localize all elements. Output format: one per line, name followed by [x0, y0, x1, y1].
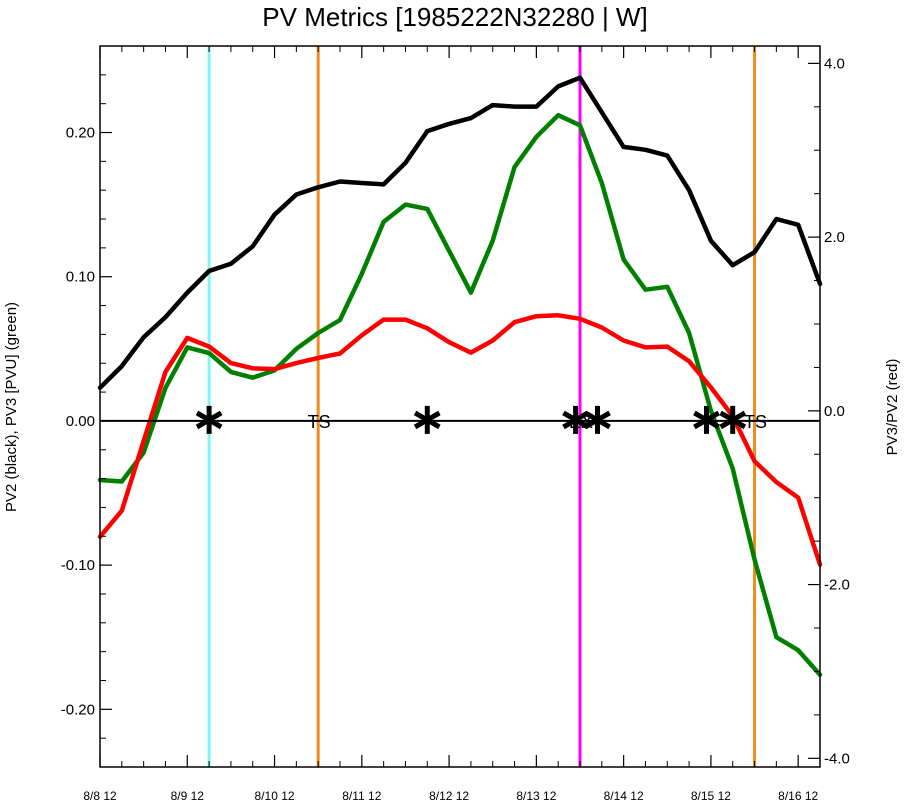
- right-tick-label-4: -4.0: [824, 750, 850, 767]
- x-tick-label-8: 8/16 12: [778, 789, 818, 803]
- right-tick-label-0: 4.0: [824, 55, 845, 72]
- left-tick-label-1: 0.10: [66, 269, 95, 286]
- asterisk-marker-5: [719, 405, 747, 434]
- right-tick-label-1: 2.0: [824, 229, 845, 246]
- right-tick-label-2: 0.0: [824, 403, 845, 420]
- left-tick-label-0: 0.20: [66, 125, 95, 142]
- asterisk-marker-2: [562, 405, 590, 434]
- annotation-label-2: TS: [744, 412, 767, 432]
- series-line-0: [97, 75, 823, 391]
- x-tick-label-3: 8/11 12: [342, 789, 381, 803]
- left-tick-label-2: 0.00: [66, 413, 95, 430]
- axis-ticks: 8/8 12 8/9 12 8/10 12 8/11 12 8/12 12 8/13 12…: [61, 45, 850, 803]
- series-line-2: [97, 313, 823, 567]
- x-tick-label-2: 8/10 12: [255, 789, 295, 803]
- annotations: TSEXTS: [195, 405, 767, 434]
- x-tick-label-5: 8/13 12: [516, 789, 556, 803]
- left-tick-label-3: -0.10: [61, 557, 95, 574]
- asterisk-marker-3: [584, 405, 611, 434]
- y-axis-label-right: PV3/PV2 (red): [884, 359, 901, 456]
- asterisk-marker-1: [413, 405, 441, 434]
- vertical-markers: [207, 46, 757, 767]
- chart-title: PV Metrics [1985222N32280 | W]: [262, 2, 647, 32]
- plot-frame: [99, 45, 821, 768]
- x-tick-label-7: 8/15 12: [691, 789, 731, 803]
- series-lines: [97, 75, 823, 677]
- x-tick-label-4: 8/12 12: [429, 789, 469, 803]
- left-tick-label-4: -0.20: [61, 701, 95, 718]
- right-tick-label-3: -2.0: [824, 577, 850, 594]
- x-tick-label-1: 8/9 12: [171, 789, 205, 803]
- asterisk-marker-4: [693, 405, 720, 434]
- x-tick-label-0: 8/8 12: [83, 789, 117, 803]
- x-tick-label-6: 8/14 12: [604, 789, 644, 803]
- plot-border: [99, 45, 821, 768]
- annotation-label-0: TS: [308, 412, 331, 432]
- asterisk-marker-0: [195, 405, 223, 434]
- y-axis-label-left: PV2 (black), PV3 [PVU] (green): [3, 302, 20, 512]
